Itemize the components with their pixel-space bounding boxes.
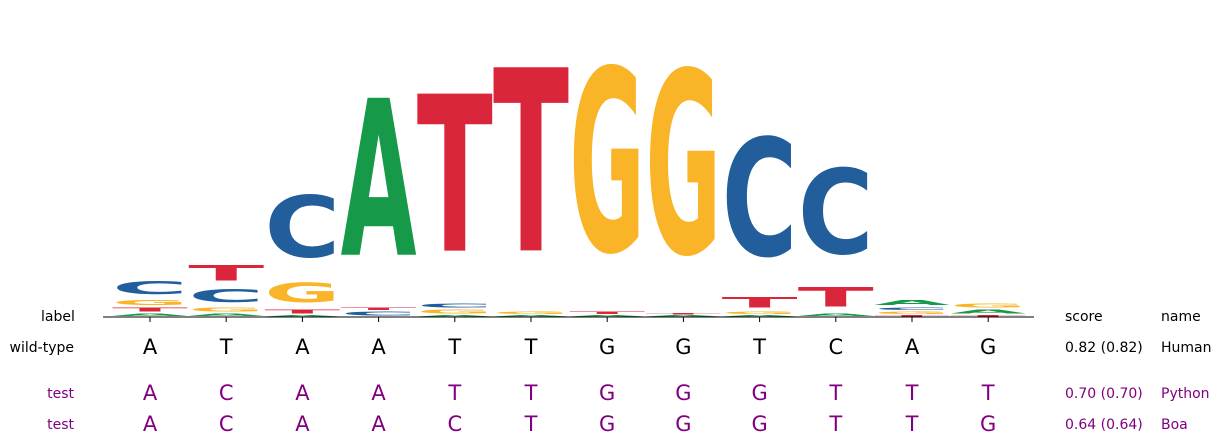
logo-letter-T: T — [722, 294, 798, 311]
logo-letter-T: T — [569, 311, 645, 315]
sequence-base: G — [980, 335, 997, 359]
logo-letter-A: A — [188, 313, 264, 317]
logo-letter-C: C — [417, 302, 493, 308]
sequence-base: A — [904, 335, 920, 359]
name-header: name — [1161, 309, 1201, 325]
logo-letter-C: C — [722, 105, 798, 293]
sequence-base: C — [218, 412, 234, 436]
sequence-base: T — [448, 381, 462, 405]
logo-letter-A: A — [874, 298, 950, 306]
sequence-base: T — [829, 381, 843, 405]
row-score: 0.70 (0.70) — [1065, 386, 1143, 402]
logo-letter-A: A — [950, 309, 1026, 315]
sequence-base: A — [142, 412, 158, 436]
sequence-base: A — [371, 335, 386, 359]
logo-letter-G: G — [264, 278, 340, 309]
logo-letter-T: T — [417, 52, 493, 302]
sequence-base: G — [675, 412, 692, 436]
logo-letter-G: G — [493, 311, 569, 315]
logo-letter-T: T — [645, 313, 721, 315]
logo-letter-T: T — [874, 315, 950, 317]
logo-letter-C: C — [874, 307, 950, 311]
sequence-base: T — [524, 335, 538, 359]
logo-letter-A: A — [417, 315, 493, 317]
sequence-base: A — [371, 381, 386, 405]
sequence-base: T — [524, 381, 538, 405]
sequence-base: T — [829, 412, 843, 436]
sequence-base: T — [219, 335, 233, 359]
sequence-base: T — [981, 381, 995, 405]
logo-letter-A: A — [112, 313, 188, 317]
logo-letter-T: T — [264, 309, 340, 315]
logo-letter-G: G — [417, 309, 493, 315]
logo-stacks: ATGCAGCTATGCCTAAGCTAGTATGATGAGTCATCTGCAT… — [112, 17, 1027, 317]
row-name: Boa — [1161, 417, 1188, 433]
row-score: 0.64 (0.64) — [1065, 417, 1143, 433]
logo-letter-G: G — [112, 298, 188, 306]
sequence-base: A — [142, 381, 158, 405]
logo-letter-G: G — [874, 311, 950, 315]
logo-letter-G: G — [569, 17, 645, 310]
logo-ticks — [149, 317, 989, 322]
logo-letter-T: T — [341, 307, 417, 311]
row-name: Python — [1161, 386, 1210, 402]
logo-letter-G: G — [722, 311, 798, 315]
logo-letter-A: A — [493, 315, 569, 317]
logo-letter-T: T — [950, 315, 1026, 317]
logo-letter-A: A — [569, 315, 645, 317]
sequence-base: G — [751, 381, 768, 405]
sequence-base: T — [905, 412, 919, 436]
logo-letter-A: A — [341, 57, 417, 307]
logo-letter-T: T — [493, 18, 569, 310]
sequence-base: C — [218, 381, 234, 405]
logo-letter-A: A — [798, 313, 874, 317]
sequence-base: T — [448, 335, 462, 359]
logo-letter-T: T — [798, 282, 874, 313]
logo-letter-C: C — [112, 277, 188, 298]
sequence-base: G — [675, 381, 692, 405]
sequence-base: A — [295, 412, 310, 436]
logo-letter-T: T — [188, 260, 264, 285]
score-header: score — [1065, 309, 1103, 325]
sequence-base: G — [599, 412, 616, 436]
logo-letter-G: G — [950, 302, 1026, 308]
label-header: label — [41, 309, 75, 325]
logo-letter-C: C — [798, 146, 874, 281]
sequence-base: G — [599, 381, 616, 405]
sequence-base: T — [524, 412, 538, 436]
sequence-base: G — [599, 335, 616, 359]
sequence-base: G — [751, 412, 768, 436]
sequence-base: A — [295, 335, 310, 359]
sequence-base: A — [142, 335, 158, 359]
sequence-base: G — [980, 412, 997, 436]
logo-letter-A: A — [722, 315, 798, 317]
sequence-base: C — [447, 412, 463, 436]
logo-letter-G: G — [645, 19, 721, 312]
sequence-base: G — [675, 335, 692, 359]
row-label: test — [47, 417, 74, 433]
sequence-base: C — [828, 335, 844, 359]
sequence-base: A — [295, 381, 310, 405]
logo-letter-A: A — [264, 315, 340, 317]
logo-letter-C: C — [264, 179, 340, 277]
row-label: wild-type — [9, 340, 74, 356]
sequence-base: T — [753, 335, 766, 359]
logo-letter-T: T — [112, 307, 188, 313]
logo-letter-C: C — [341, 311, 417, 317]
logo-letter-A: A — [645, 315, 721, 317]
row-score: 0.82 (0.82) — [1065, 340, 1143, 356]
sequence-base: T — [905, 381, 919, 405]
logo-letter-G: G — [188, 307, 264, 313]
row-name: Human — [1161, 340, 1212, 356]
logo-letter-C: C — [188, 286, 264, 307]
row-label: test — [47, 386, 74, 402]
sequence-base: A — [371, 412, 386, 436]
